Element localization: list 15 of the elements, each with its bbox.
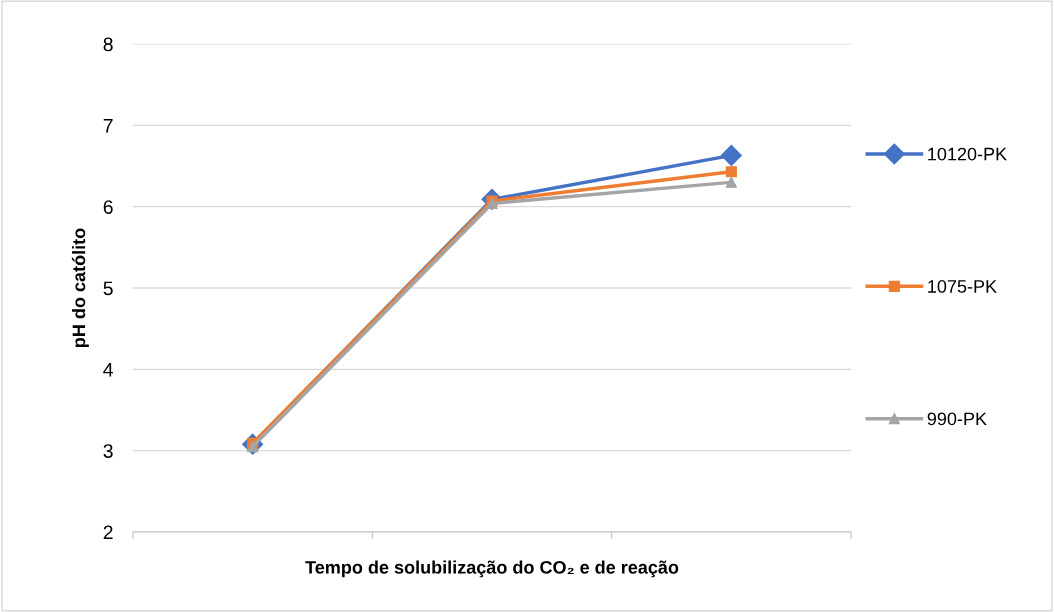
y-tick-label: 8: [103, 37, 113, 52]
point: [720, 144, 742, 166]
legend-label: 990-PK: [927, 412, 987, 426]
point: [725, 176, 737, 188]
legend-label: 10120-PK: [928, 147, 1007, 161]
x-axis-title: Tempo de solubilização do CO₂ e de reação: [305, 560, 679, 578]
point: [725, 166, 737, 178]
y-axis-title: pH do católito: [71, 228, 89, 347]
legend-label: 1075-PK: [928, 280, 997, 293]
y-tick-label: 2: [103, 525, 113, 540]
y-tick-label: 6: [103, 200, 113, 214]
y-tick-label: 7: [103, 119, 113, 133]
y-tick-label: 4: [103, 363, 113, 377]
y-tick-label: 3: [103, 444, 113, 458]
y-tick-label: 5: [103, 281, 113, 296]
